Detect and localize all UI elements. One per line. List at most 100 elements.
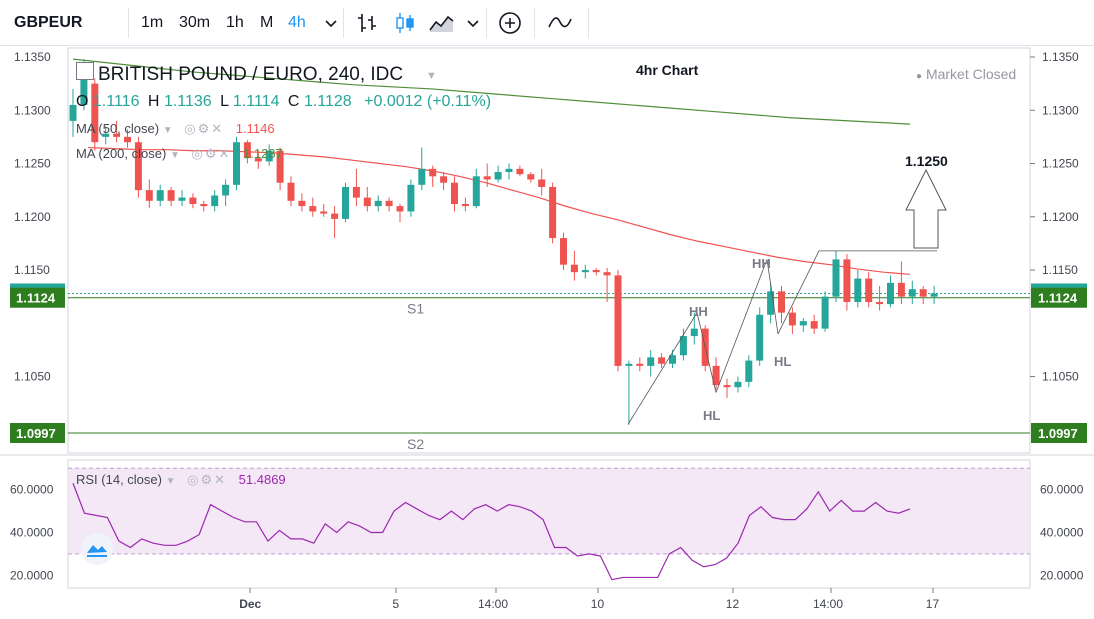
right-price-tick: 1.1150	[1042, 263, 1078, 277]
candle-body	[636, 363, 644, 366]
candle-body	[254, 158, 262, 162]
candle-body	[80, 67, 88, 105]
candle-body	[832, 259, 840, 297]
interval-1m-button[interactable]: 1m	[141, 14, 164, 31]
pattern-annotation: HL	[774, 354, 791, 369]
interval-4h-button[interactable]: 4h	[288, 14, 306, 31]
rsi-left-tick: 20.0000	[10, 568, 54, 582]
ma200-dropdown-icon[interactable]: ▼	[169, 150, 180, 161]
rsi-right-tick: 60.0000	[1040, 483, 1084, 497]
candle-body	[887, 282, 894, 305]
toolbar-divider	[128, 8, 129, 38]
ma50-value: 1.1146	[235, 121, 275, 136]
symbol-logo-icon	[76, 62, 94, 80]
chart-style-dropdown-icon[interactable]	[458, 8, 488, 38]
candle-body	[363, 197, 371, 207]
rsi-right-tick: 20.0000	[1040, 568, 1084, 582]
price-tag-left	[10, 423, 65, 443]
ma50-dropdown-icon[interactable]: ▼	[162, 125, 173, 136]
time-tick-label: 5	[392, 597, 399, 611]
candle-body	[200, 203, 208, 207]
pattern-annotation: HH	[752, 256, 771, 271]
rsi-right-tick: 40.0000	[1040, 525, 1084, 539]
ma50-settings-icons[interactable]: ◎⚙✕	[184, 121, 225, 136]
candle-body	[287, 182, 295, 201]
candle-body	[843, 259, 851, 302]
candle-body	[156, 190, 164, 201]
interval-month-button[interactable]: M	[260, 14, 274, 31]
candle-body	[592, 270, 600, 273]
rsi-left-tick: 40.0000	[10, 525, 54, 539]
candle-body	[167, 190, 175, 201]
time-tick-label: Dec	[239, 597, 261, 611]
rsi-dropdown-icon[interactable]: ▼	[165, 476, 176, 487]
ma50-line	[87, 146, 911, 275]
candle-body	[538, 179, 546, 187]
candle-body	[581, 270, 589, 273]
close-value: 1.1128	[303, 93, 352, 110]
low-label: L	[220, 93, 229, 110]
right-price-tick: 1.1250	[1042, 157, 1079, 171]
close-label: C	[287, 93, 300, 110]
right-price-tick: 1.1050	[1042, 370, 1079, 384]
market-status-text: Market Closed	[925, 66, 1017, 82]
candle-body	[788, 312, 796, 326]
candles-chart-style-icon[interactable]	[390, 8, 420, 38]
title-dropdown-icon[interactable]: ▼	[426, 70, 437, 82]
interval-1h-button[interactable]: 1h	[226, 14, 244, 31]
candle-body	[570, 264, 578, 273]
rsi-left-tick: 60.0000	[10, 483, 54, 497]
tradingview-logo-icon[interactable]	[80, 532, 114, 566]
candle-body	[647, 357, 655, 366]
candle-body	[712, 365, 720, 386]
candle-body	[102, 133, 110, 137]
left-price-tick: 1.1250	[14, 157, 51, 171]
rsi-legend: RSI (14, close) ▼ ◎⚙✕ 51.4869	[76, 472, 286, 488]
rsi-settings-icons[interactable]: ◎⚙✕	[187, 472, 228, 487]
chart-note: 4hr Chart	[636, 62, 699, 78]
rsi-value: 51.4869	[238, 472, 286, 487]
candle-body	[767, 291, 775, 315]
area-chart-style-icon[interactable]	[426, 8, 456, 38]
add-indicator-icon[interactable]	[495, 8, 525, 38]
candle-body	[854, 278, 862, 302]
price-chart[interactable]: 1.1350 1.1350 1.1300 1.1300 1.1250 1.1250 1.12…	[0, 46, 1094, 619]
candle-body	[331, 213, 339, 219]
chart-toolbar: GBPEUR 1m 30m 1h M 4h	[0, 0, 1094, 46]
candle-body	[461, 203, 469, 207]
ma200-settings-icons[interactable]: ◎⚙✕	[191, 146, 232, 161]
candle-body	[810, 321, 818, 329]
candle-body	[908, 289, 916, 297]
pattern-line	[777, 250, 820, 335]
candle-body	[178, 197, 186, 201]
price-tag-right	[1031, 423, 1087, 443]
candle-body	[516, 168, 524, 175]
symbol-label[interactable]: GBPEUR	[14, 14, 83, 31]
price-tag-right-label: 1.0997	[1038, 426, 1078, 441]
open-value: 1.1116	[92, 93, 140, 110]
candle-body	[669, 355, 676, 364]
price-tag-right-label: 1.1124	[1038, 291, 1078, 306]
candle-body	[451, 182, 458, 204]
candle-body	[243, 142, 251, 159]
candle-body	[134, 142, 142, 191]
market-status: ● Market Closed	[916, 66, 1016, 82]
indicators-wave-icon[interactable]	[545, 8, 575, 38]
candle-body	[407, 184, 415, 212]
pattern-line	[766, 259, 779, 334]
bar-chart-style-icon[interactable]	[352, 8, 382, 38]
time-tick-label: 17	[926, 597, 940, 611]
candle-body	[352, 186, 360, 198]
candle-body	[233, 142, 240, 185]
interval-30m-button[interactable]: 30m	[179, 14, 211, 31]
pattern-line	[627, 312, 698, 425]
candle-body	[734, 381, 742, 388]
candle-body	[625, 363, 633, 366]
candle-body	[309, 206, 317, 212]
interval-dropdown-icon[interactable]	[316, 8, 346, 38]
candle-body	[930, 293, 938, 297]
candle-body	[145, 190, 153, 201]
candle-body	[265, 150, 273, 162]
candle-body	[124, 136, 131, 143]
candle-body	[560, 238, 567, 265]
